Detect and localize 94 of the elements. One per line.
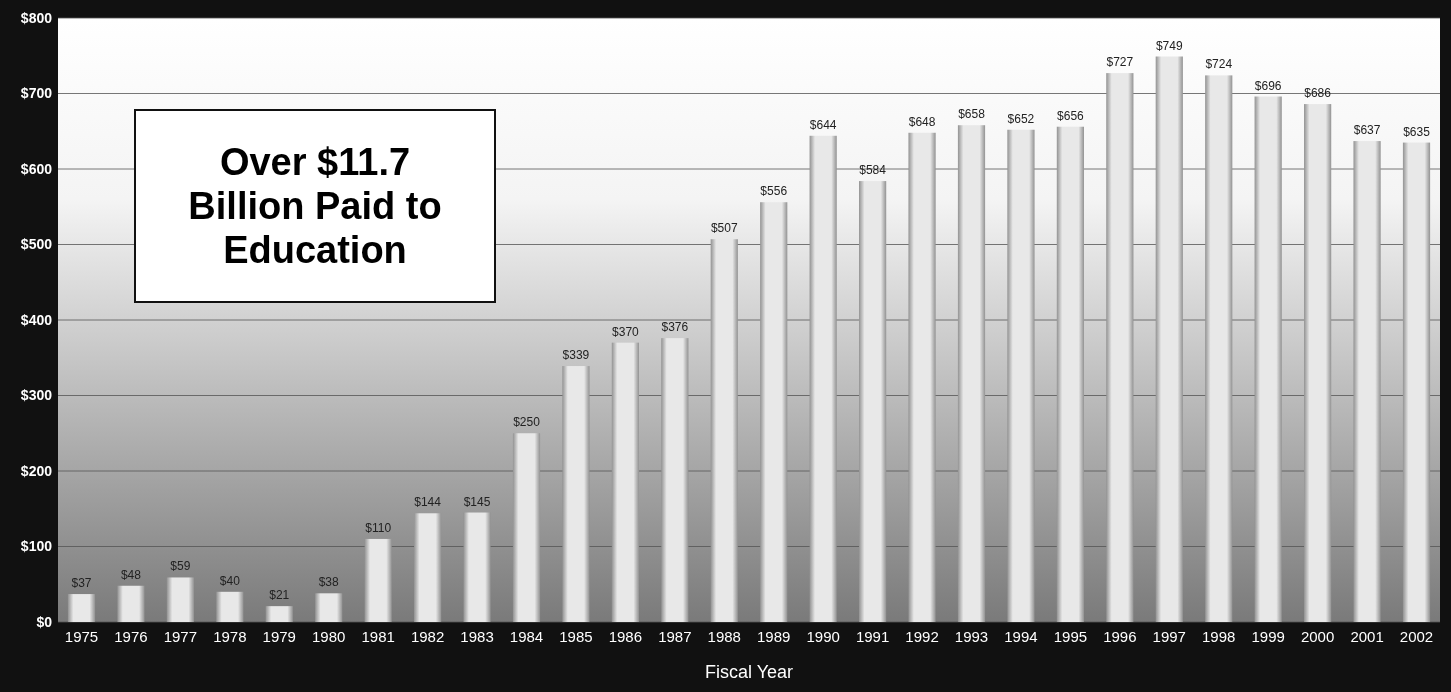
bar [117,585,145,622]
bar [265,606,293,622]
y-tick-label: $400 [20,311,53,328]
data-label: $40 [219,573,241,588]
bar [809,135,837,622]
x-tick-label: 1977 [163,628,198,645]
bar [1353,141,1381,622]
bar [859,181,887,622]
data-label: $656 [1057,108,1085,123]
y-tick-label: $100 [20,538,53,555]
bar [1007,129,1035,622]
bar [315,593,343,622]
bar [414,513,442,622]
x-tick-label: 1985 [559,628,593,645]
data-label: $724 [1205,57,1233,72]
data-label: $144 [414,495,442,510]
data-label: $635 [1403,124,1431,139]
data-label: $644 [809,117,837,132]
bar [67,594,96,622]
data-label: $339 [562,348,590,363]
x-tick-label: 1999 [1251,628,1285,645]
data-label: $637 [1353,123,1381,138]
x-tick-label: 1992 [905,628,939,645]
bar [1402,142,1431,622]
bar [908,132,936,622]
y-tick-label: $0 [36,613,53,630]
x-tick-label: 1982 [410,628,445,645]
bar [562,366,590,622]
data-label: $37 [71,576,92,591]
data-label: $376 [661,320,689,335]
bar [1254,96,1282,622]
x-axis-title: Fiscal Year [704,662,794,682]
x-tick-label: 2001 [1350,628,1384,645]
x-tick-label: 1988 [707,628,741,645]
x-tick-label: 1980 [312,628,346,645]
data-label: $110 [365,520,392,535]
data-label: $145 [463,494,491,509]
data-label: $648 [908,114,936,129]
bar [1106,73,1134,622]
bar [710,239,738,622]
x-tick-label: 1981 [361,628,395,645]
data-label: $658 [958,107,986,122]
x-tick-label: 1983 [460,628,494,645]
y-tick-label: $800 [20,9,53,26]
data-label: $652 [1007,111,1035,126]
data-label: $38 [318,575,340,590]
data-label: $749 [1155,38,1183,53]
bar [760,202,788,622]
x-tick-label: 2000 [1300,628,1335,645]
data-label: $21 [269,588,290,603]
bar [1155,56,1183,622]
data-label: $59 [170,559,191,574]
data-label: $556 [760,184,788,199]
x-tick-label: 1976 [114,628,148,645]
bar [1056,126,1084,622]
bar [1205,75,1233,622]
x-tick-label: 1987 [658,628,692,645]
data-label: $48 [120,567,142,582]
y-tick-label: $200 [20,462,53,479]
y-tick-label: $700 [20,85,53,102]
data-label: $727 [1106,55,1134,70]
annotation: Over $11.7 Billion Paid to Education [188,141,442,272]
bar [1304,104,1332,622]
x-tick-label: 1998 [1202,628,1236,645]
x-tick-label: 1997 [1152,628,1186,645]
x-tick-label: 1986 [608,628,643,645]
x-tick-label: 1979 [262,628,296,645]
x-tick-label: 1989 [757,628,791,645]
x-tick-label: 1991 [855,628,890,645]
y-tick-label: $500 [20,236,53,253]
bar [661,338,689,622]
x-tick-label: 1995 [1053,628,1088,645]
bar [512,433,541,622]
x-tick-label: 1975 [64,628,99,645]
x-tick-label: 1990 [806,628,840,645]
bar [611,342,639,622]
data-label: $696 [1254,78,1282,93]
bar [216,591,244,622]
bar [364,538,392,622]
x-tick-label: 1993 [954,628,989,645]
data-label: $250 [513,415,541,430]
y-tick-label: $600 [20,160,53,177]
x-tick-label: 1978 [213,628,247,645]
x-tick-label: 2002 [1399,628,1434,645]
data-label: $507 [710,221,738,236]
x-tick-label: 1984 [509,628,544,645]
y-tick-label: $300 [20,387,53,404]
bar [166,577,194,622]
data-label: $584 [859,163,887,178]
bar [957,125,986,622]
x-tick-label: 1994 [1004,628,1038,645]
bar [463,512,491,622]
x-tick-label: 1996 [1103,628,1137,645]
data-label: $370 [612,324,640,339]
